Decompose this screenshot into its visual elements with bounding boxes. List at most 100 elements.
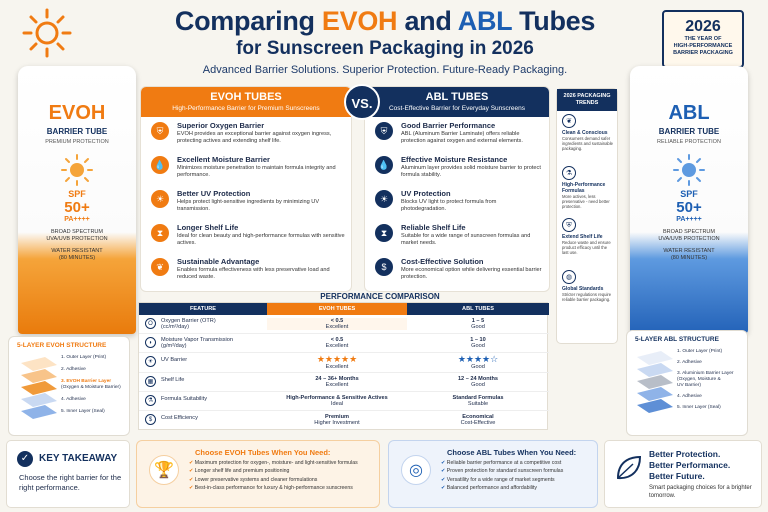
choose-abl-list: Reliable barrier performance at a compet… [441,459,564,493]
shield-icon: ⛨ [375,122,393,140]
list-item: Proven protection for standard sunscreen… [441,467,564,475]
list-item: Lower preservative systems and cleaner f… [189,476,358,484]
table-row: ☀ UV Barrier ★★★★★ Excellent ★★★★☆ Good [139,353,549,373]
row-abl: Economical Cost-Effective [407,414,549,426]
abl-spectrum-line2: UVA/UVB PROTECTION [658,236,720,242]
abl-tube-image: ABL BARRIER TUBE RELIABLE PROTECTION SPF… [630,66,748,334]
layer-stack-icon [637,351,673,413]
better-line2: Better Performance. [649,460,731,470]
trend-item: ❦ Clean & Conscious Consumers demand safer… [557,111,617,163]
feature-title: Reliable Shelf Life [401,223,466,232]
evoh-spf-label: SPF [68,189,86,199]
flask-icon: ⚗ [145,395,156,406]
evoh-spf-value: 50+ [64,199,90,216]
evoh-panel: EVOH TUBES High-Performance Barrier for … [140,86,352,292]
feature-title: Sustainable Advantage [177,257,260,266]
row-evoh-value: 24 – 36+ Months [315,376,359,382]
row-abl-rating: Good [471,343,485,349]
abl-feature-shelf: ⧗ Reliable Shelf Life Suitable for a wide … [365,219,549,253]
abl-feature-barrier: ⛨ Good Barrier Performance ABL (Aluminum B… [365,117,549,151]
evoh-tube-type: BARRIER TUBE [46,127,108,136]
abl-layers-title: 5-LAYER ABL STRUCTURE [635,336,719,343]
badge-line2: HIGH-PERFORMANCE [673,43,733,49]
better-line3: Better Future. [649,471,705,481]
trend-title: High-Performance Formulas [562,182,606,194]
title-suffix: Tubes [511,6,596,36]
check-icon: ✓ [17,451,33,467]
row-evoh-rating: Excellent [325,364,349,370]
trends-header: 2026 PACKAGING TRENDS [557,89,617,111]
row-feature-name: Oxygen Barrier (OTR) [161,318,216,324]
feature-title: Excellent Moisture Barrier [177,155,270,164]
shield-icon: ⛨ [151,122,169,140]
evoh-feature-moisture: 💧 Excellent Moisture Barrier Minimizes moi… [141,151,351,185]
list-item: Maximum protection for oxygen-, moisture… [189,459,358,467]
row-evoh-rating: Excellent [325,343,349,349]
header-evoh: EVOH TUBES [267,303,407,315]
list-item: Versatility for a wide range of market s… [441,476,563,484]
row-evoh-value: High-Performance & Sensitive Actives [286,395,388,401]
layer-item: 2. Adhesive [677,360,702,365]
sun-icon [22,8,72,58]
badge-line3: BARRIER PACKAGING [673,50,733,56]
row-abl-value: Standard Formulas [452,395,504,401]
evoh-layers-list: 1. Outer Layer (Print) 2. Adhesive 3. EV… [61,355,121,415]
feature-desc: Enables formula effectiveness with less … [177,267,330,280]
tube-sun-icon [673,154,705,186]
drop-icon: 💧 [151,156,169,174]
sun-icon: ☀ [375,190,393,208]
abl-panel-subtitle: Cost-Effective Barrier for Everyday Suns… [388,105,526,112]
abl-spectrum: BROAD SPECTRUM UVA/UVB PROTECTION [630,229,748,243]
row-evoh-value: < 0.5 [330,318,344,324]
title-evoh: EVOH [321,6,398,36]
evoh-feature-uv: ☀ Better UV Protection Helps protect light… [141,185,351,219]
calendar-icon: ▦ [145,376,156,387]
row-feature: Moisture Vapor Transmission (g/m²/day) [161,337,233,349]
abl-panel-title: ABL TUBES [425,91,489,103]
list-item: Longer shelf life and premium positionin… [189,467,358,475]
header-abl: ABL TUBES [462,306,494,312]
row-abl-value: 12 – 24 Months [457,376,499,382]
key-takeaway: ✓ KEY TAKEAWAY Choose the right barrier … [6,440,130,508]
title-prefix: Comparing [174,6,322,36]
abl-spf-value: 50+ [676,199,702,216]
layer-item: 4. Adhesive [61,397,86,402]
layer-item: 3. Aluminium Barrier Layer [677,371,734,376]
feature-title: Superior Oxygen Barrier [177,121,265,130]
hourglass-icon: ⧗ [151,224,169,242]
trends-title-line2: TRENDS [575,100,599,106]
abl-water-line2: (80 MINUTES) [670,255,708,261]
row-feature: UV Barrier [161,357,188,363]
evoh-panel-subtitle: High-Performance Barrier for Premium Sun… [172,105,320,112]
abl-spectrum-line1: BROAD SPECTRUM [663,229,715,235]
header-feature: FEATURE [190,306,216,312]
feature-title: Longer Shelf Life [177,223,239,232]
performance-table: FEATURE EVOH TUBES ABL TUBES O Oxygen Ba… [138,302,549,430]
row-abl-rating: Suitable [467,401,489,407]
better-lines: Better Protection. Better Performance. B… [649,449,730,482]
title-abl: ABL [457,6,512,36]
row-feature: Formula Suitability [161,396,208,402]
row-evoh: ★★★★★ Excellent [267,354,407,371]
layer-item: 5. Inner Layer (Seal) [61,409,105,414]
evoh-layers-title: 5-LAYER EVOH STRUCTURE [17,342,107,349]
drop-icon: 💧 [375,156,393,174]
target-icon: ◎ [401,455,431,485]
leaf-icon: ❦ [562,114,576,128]
evoh-star-rating: ★★★★★ [316,354,358,364]
list-item: Reliable barrier performance at a compet… [441,459,563,467]
feature-desc: EVOH provides an exceptional barrier aga… [177,131,332,144]
trend-desc: Stricter regulations require reliable ba… [562,292,612,303]
choose-abl-title: Choose ABL Tubes When You Need: [447,448,577,457]
row-feature-name: Moisture Vapor Transmission [161,337,234,343]
layer-item: 4. Adhesive [677,394,702,399]
feature-title: Better UV Protection [177,189,251,198]
abl-spf-label: SPF [680,189,698,199]
abl-layers-list: 1. Outer Layer (Print) 2. Adhesive 3. Al… [677,349,734,411]
dollar-icon: $ [375,258,393,276]
dollar-icon: $ [145,414,156,425]
row-abl: ★★★★☆ Good [407,355,549,371]
feature-title: Cost-Effective Solution [401,257,484,266]
row-evoh-rating: Higher Investment [314,420,360,426]
evoh-water-line2: (80 MINUTES) [58,255,96,261]
